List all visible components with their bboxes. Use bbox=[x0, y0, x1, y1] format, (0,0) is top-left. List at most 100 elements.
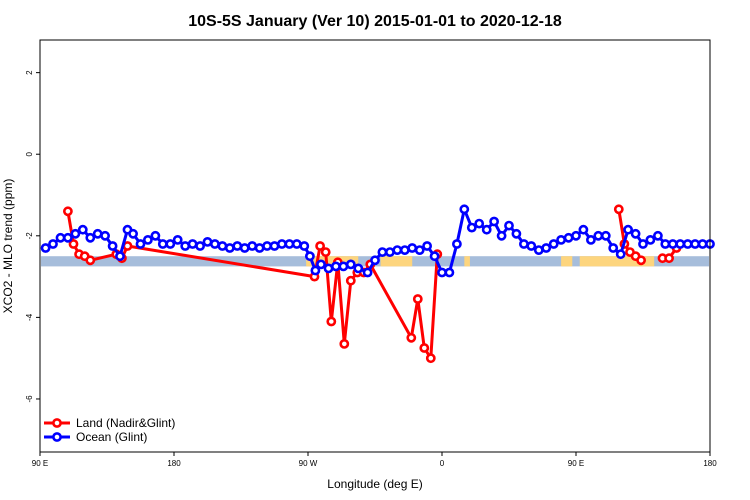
series-ocean-point-84 bbox=[660, 239, 671, 249]
series-ocean-point-64 bbox=[511, 228, 522, 239]
series-land-point-24 bbox=[613, 204, 624, 215]
series-ocean-point-46 bbox=[377, 247, 388, 257]
band-land-4 bbox=[579, 256, 655, 267]
series-ocean-point-60 bbox=[481, 224, 492, 235]
series-ocean-point-73 bbox=[578, 224, 589, 235]
series-ocean-point-7 bbox=[92, 228, 103, 239]
series-ocean-point-65 bbox=[519, 239, 529, 249]
y-axis-label: XCO2 - MLO trend (ppm) bbox=[1, 179, 15, 314]
series-ocean-point-8 bbox=[100, 230, 110, 241]
series-ocean-point-41 bbox=[338, 261, 349, 272]
band-land-1 bbox=[380, 256, 413, 267]
y-axis: -6 -4 -2 0 2 bbox=[25, 70, 40, 403]
series-land-point-9 bbox=[315, 241, 325, 251]
series-land-point-20 bbox=[419, 343, 430, 353]
series-ocean-point-34 bbox=[291, 239, 302, 249]
band-land-3 bbox=[561, 256, 573, 267]
band-land-0 bbox=[306, 256, 359, 267]
series-ocean-point-78 bbox=[615, 249, 626, 260]
series-ocean-point-86 bbox=[675, 239, 686, 249]
series-land-point-28 bbox=[636, 255, 646, 266]
series-ocean-point-68 bbox=[541, 243, 552, 253]
x-tick-label-1: 180 bbox=[167, 459, 181, 468]
series-ocean bbox=[40, 204, 715, 278]
x-axis-label: Longitude (deg E) bbox=[327, 477, 422, 491]
series-ocean-point-3 bbox=[63, 232, 73, 243]
plot-frame bbox=[39, 39, 711, 453]
chart-title: 10S-5S January (Ver 10) 2015-01-01 to 20… bbox=[188, 13, 562, 30]
y-tick-label-4: 2 bbox=[25, 70, 34, 75]
series-ocean-point-74 bbox=[586, 234, 596, 245]
series-ocean-point-59 bbox=[474, 218, 485, 229]
series-ocean-point-39 bbox=[323, 263, 334, 274]
series-ocean-point-4 bbox=[70, 228, 81, 239]
series-ocean-point-57 bbox=[459, 204, 470, 215]
series-ocean-point-9 bbox=[107, 241, 118, 251]
x-tick-label-4: 90 E bbox=[568, 459, 584, 468]
y-tick-label-3: 0 bbox=[25, 151, 34, 156]
legend: Land (Nadir&Glint)Ocean (Glint) bbox=[44, 416, 175, 444]
series-land-point-0 bbox=[63, 206, 73, 217]
series-land-point-31 bbox=[664, 253, 674, 264]
series-ocean-point-32 bbox=[276, 239, 287, 249]
series-ocean-point-36 bbox=[304, 251, 315, 262]
series-ocean-point-16 bbox=[157, 239, 168, 249]
series-ocean-point-42 bbox=[345, 259, 356, 270]
series-ocean-point-15 bbox=[150, 230, 161, 241]
x-tick-label-0: 90 E bbox=[32, 459, 48, 468]
series-ocean-point-14 bbox=[142, 234, 153, 245]
series-ocean-point-31 bbox=[269, 241, 280, 251]
series-ocean-point-61 bbox=[489, 216, 499, 227]
series-ocean-point-29 bbox=[254, 243, 265, 253]
series-layer bbox=[40, 204, 715, 364]
series-ocean-point-55 bbox=[444, 267, 455, 278]
x-tick-label-3: 0 bbox=[440, 459, 445, 468]
series-ocean-point-77 bbox=[608, 243, 619, 253]
series-ocean-point-10 bbox=[115, 251, 125, 262]
series-ocean-point-43 bbox=[353, 263, 364, 274]
series-ocean-point-66 bbox=[526, 241, 537, 251]
legend-ocean-marker bbox=[52, 432, 62, 442]
series-ocean-point-58 bbox=[466, 222, 477, 233]
series-land-point-13 bbox=[339, 338, 350, 349]
series-ocean-point-47 bbox=[384, 247, 395, 257]
series-ocean-point-37 bbox=[310, 265, 321, 276]
series-ocean-point-20 bbox=[187, 239, 198, 249]
series-ocean-point-5 bbox=[77, 224, 88, 235]
y-tick-label-0: -6 bbox=[25, 395, 34, 403]
series-ocean-point-21 bbox=[195, 241, 205, 251]
series-ocean-point-19 bbox=[180, 241, 191, 251]
series-land-point-10 bbox=[320, 247, 331, 257]
series-land-point-11 bbox=[326, 316, 337, 327]
y-tick-label-2: -2 bbox=[25, 232, 34, 240]
series-ocean-point-18 bbox=[172, 234, 183, 245]
series-ocean-point-24 bbox=[217, 241, 228, 251]
series-ocean-point-1 bbox=[48, 239, 58, 249]
series-ocean-point-71 bbox=[563, 232, 574, 243]
series-land-point-1 bbox=[68, 239, 79, 249]
legend-land-marker bbox=[52, 418, 62, 428]
series-ocean-point-27 bbox=[239, 243, 250, 253]
series-ocean-point-82 bbox=[645, 234, 656, 245]
series-ocean-point-48 bbox=[392, 245, 403, 255]
series-ocean-point-25 bbox=[224, 243, 235, 253]
series-ocean-point-45 bbox=[370, 255, 380, 266]
x-tick-label-2: 90 W bbox=[299, 459, 318, 468]
series-ocean-point-80 bbox=[630, 228, 641, 239]
y-tick-label-1: -4 bbox=[25, 313, 34, 321]
series-ocean-point-38 bbox=[316, 259, 326, 270]
series-ocean-point-28 bbox=[247, 241, 258, 251]
series-ocean-point-81 bbox=[638, 239, 648, 249]
band-land-2 bbox=[464, 256, 470, 267]
series-ocean-point-17 bbox=[165, 239, 176, 249]
series-ocean-point-79 bbox=[623, 224, 633, 235]
series-ocean-point-26 bbox=[232, 241, 243, 251]
x-tick-label-5: 180 bbox=[703, 459, 717, 468]
series-ocean-point-12 bbox=[128, 228, 138, 239]
series-ocean-point-6 bbox=[85, 232, 96, 243]
series-ocean-point-76 bbox=[600, 230, 611, 241]
series-ocean-point-0 bbox=[40, 243, 51, 253]
series-ocean-point-13 bbox=[135, 239, 146, 249]
series-ocean-point-69 bbox=[548, 239, 559, 249]
